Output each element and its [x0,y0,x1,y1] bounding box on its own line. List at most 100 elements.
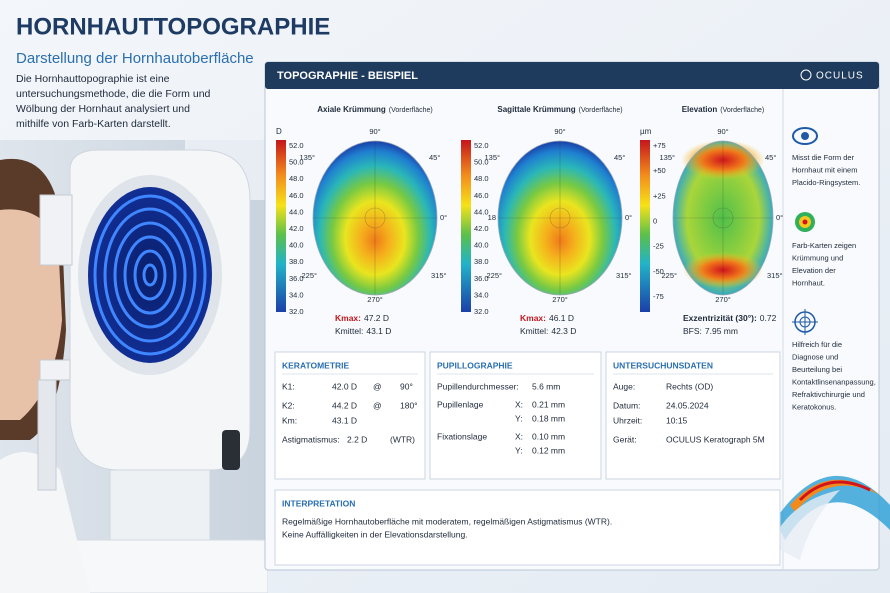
box-cell: Auge: [613,381,635,391]
sidebar-text: Farb-Karten zeigen [792,241,856,250]
topography-map [672,140,774,296]
angle-label: 315° [431,271,447,280]
sidebar-icons [792,127,818,335]
box-cell: 0.10 mm [532,431,565,441]
sidebar-text: Diagnose und [792,352,838,361]
center-ring [549,207,571,229]
box-cell: Km: [282,415,297,425]
scale-label: 48.0 [289,174,304,183]
sidebar-text: Elevation der [792,266,836,275]
scale-label: -25 [653,242,664,251]
box-cell: Pupillendurchmesser: [437,381,519,391]
description-line: Wölbung der Hornhaut analysiert und [16,103,190,115]
angle-label: 0° [776,213,783,222]
map-border [312,140,438,296]
scale-label: 46.0 [474,191,489,200]
angle-label: 270° [715,295,731,304]
map-border [497,140,623,296]
box-cell: Rechts (OD) [666,381,713,391]
box-cell: 0.18 mm [532,413,565,423]
page-title: HORNHAUTTOPOGRAPHIE [16,13,330,40]
angle-label: 90° [554,127,565,136]
brand: OCULUS [816,71,864,82]
map-title-main: Axiale Krümmung [317,105,386,114]
angle-label: 90° [369,127,380,136]
interpretation-line: Keine Auffälligkeiten in der Elevationsd… [282,529,468,539]
interpretation-line: Regelmäßige Hornhautoberfläche mit moder… [282,516,612,526]
sidebar-text: Misst die Form der [792,153,855,162]
stat-value: 47.2 D [364,313,389,323]
box-title: PUPILLOGRAPHIE [437,360,513,370]
description-line: mithilfe von Farb-Karten darstellt. [16,118,171,130]
scale-label: 38.0 [474,257,489,266]
box-cell: Uhrzeit: [613,415,642,425]
scale-label: +25 [653,191,666,200]
scale-label: 36.0 [474,274,489,283]
scale-label: -50 [653,267,664,276]
map-title-main: Sagittale Krümmung [497,105,575,114]
scale-label: 0 [653,216,657,225]
box-cell: 0.21 mm [532,399,565,409]
box-cell: 43.1 D [332,415,357,425]
sidebar-text: Refraktivchirurgie und [792,390,865,399]
map-stat: Kmittel: 42.3 D [520,326,576,336]
scale-label: 36.0 [289,274,304,283]
box-cell: K1: [282,381,295,391]
box-cell: @ [373,381,382,391]
scale-label: 34.0 [474,290,489,299]
hot-spot [683,252,763,288]
scale-label: 42.0 [474,224,489,233]
angle-label: 0° [625,213,632,222]
sidebar-text: Hornhaut. [792,278,825,287]
center-ring [712,207,734,229]
sidebar-text: Placido-Ringsystem. [792,178,860,187]
angle-label: 135° [484,153,500,162]
map-stat: Exzentrizität (30°): 0.72 [683,313,777,323]
stat-label: Exzentrizität (30°): [683,313,757,323]
page-subtitle: Darstellung der Hornhautoberfläche [16,50,254,67]
box-cell: Astigmatismus: [282,434,340,444]
description-line: untersuchungsmethode, die die Form und [16,88,211,100]
angle-label: 225° [661,271,677,280]
map-qualifier: (Vorderfläche) [720,107,764,114]
interpretation-title: INTERPRETATION [282,498,355,508]
description-line: Die Hornhauttopographie ist eine [16,73,170,85]
box-cell: (WTR) [390,434,415,444]
box-cell: Pupillenlage [437,399,484,409]
info-box [429,351,602,480]
map-title: Axiale Krümmung (Vorderfläche) [317,105,432,114]
panel-header [265,62,879,89]
box-cell: Fixationslage [437,431,487,441]
stat-value: 7.95 mm [705,326,738,336]
map-title: Elevation (Vorderfläche) [682,105,765,114]
sidebar-text: Hornhaut mit einem [792,165,857,174]
box-cell: X: [515,399,523,409]
stat-label: Kmax: [335,313,361,323]
map-stat: Kmax: 47.2 D [335,313,389,323]
map-title: Sagittale Krümmung (Vorderfläche) [497,105,622,114]
stat-label: Kmittel: [520,326,548,336]
angle-label: 135° [299,153,315,162]
color-scale [276,140,286,312]
box-cell: 90° [400,381,413,391]
center-ring [364,207,386,229]
sidebar-text: Beurteilung bei [792,365,842,374]
angle-label: 45° [765,153,776,162]
angle-label: 0° [440,213,447,222]
angle-label: 315° [616,271,632,280]
map-border [672,140,774,296]
topography-map [312,140,438,296]
brand-logo [800,69,812,81]
scale-label: 44.0 [289,207,304,216]
box-cell: 42.0 D [332,381,357,391]
scale-label: 40.0 [289,241,304,250]
angle-label: 225° [301,271,317,280]
angle-label: 90° [717,127,728,136]
scale-label: 46.0 [289,191,304,200]
stat-value: 42.3 D [551,326,576,336]
info-box [274,351,426,480]
angle-label: 225° [486,271,502,280]
map-qualifier: (Vorderfläche) [579,107,623,114]
box-title: UNTERSUCHUNSDATEN [613,360,713,370]
